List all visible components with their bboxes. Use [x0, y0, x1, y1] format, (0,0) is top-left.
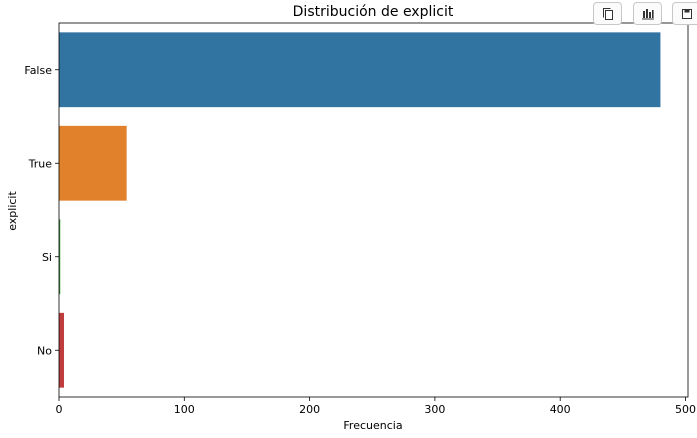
y-tick-label: False — [24, 64, 52, 77]
bar-no — [59, 312, 65, 388]
x-ticks: 0 100 200 300 400 500 — [56, 397, 696, 416]
y-axis-label: explicit — [6, 191, 19, 231]
chart-title: Distribución de explicit — [293, 4, 454, 20]
copy-icon — [602, 7, 613, 20]
chart-icon — [641, 8, 654, 19]
bars-layer — [59, 32, 661, 388]
y-tick-label: Si — [42, 251, 52, 264]
bar-true — [59, 125, 127, 201]
plot-frame — [58, 22, 689, 398]
save-button[interactable] — [672, 2, 697, 25]
x-tick-label: 100 — [174, 403, 195, 416]
bar-si — [59, 219, 61, 295]
x-tick-label: 300 — [424, 403, 445, 416]
y-ticks: False True Si No — [24, 64, 59, 357]
x-tick-label: 0 — [56, 403, 63, 416]
x-tick-label: 400 — [550, 403, 571, 416]
y-tick-label: No — [37, 344, 52, 357]
x-axis-label: Frecuencia — [343, 419, 402, 432]
save-icon — [681, 8, 692, 19]
copy-button[interactable] — [593, 2, 622, 25]
x-tick-label: 200 — [299, 403, 320, 416]
bar-false — [59, 32, 661, 108]
x-tick-label: 500 — [675, 403, 696, 416]
y-tick-label: True — [28, 157, 53, 170]
chart-button[interactable] — [633, 2, 662, 25]
